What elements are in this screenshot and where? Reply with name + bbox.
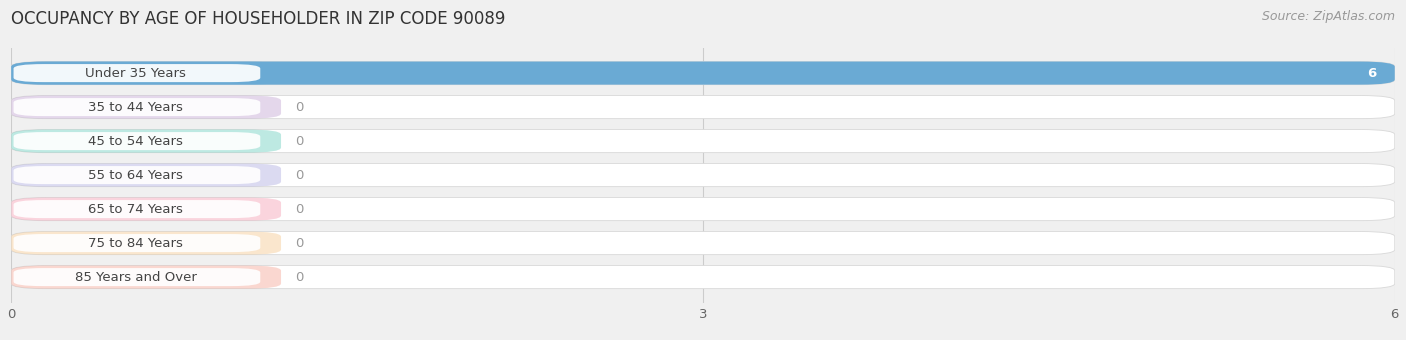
FancyBboxPatch shape: [14, 98, 260, 116]
Text: 0: 0: [295, 203, 304, 216]
FancyBboxPatch shape: [11, 96, 281, 119]
Text: 65 to 74 Years: 65 to 74 Years: [89, 203, 183, 216]
Text: OCCUPANCY BY AGE OF HOUSEHOLDER IN ZIP CODE 90089: OCCUPANCY BY AGE OF HOUSEHOLDER IN ZIP C…: [11, 10, 506, 28]
FancyBboxPatch shape: [11, 232, 281, 255]
Text: 85 Years and Over: 85 Years and Over: [75, 271, 197, 284]
FancyBboxPatch shape: [11, 266, 1395, 289]
Text: 0: 0: [295, 101, 304, 114]
FancyBboxPatch shape: [11, 164, 281, 187]
FancyBboxPatch shape: [11, 198, 1395, 221]
Text: 6: 6: [1367, 67, 1376, 80]
FancyBboxPatch shape: [11, 62, 1395, 85]
FancyBboxPatch shape: [14, 268, 260, 286]
FancyBboxPatch shape: [11, 130, 281, 153]
FancyBboxPatch shape: [11, 130, 1395, 153]
FancyBboxPatch shape: [11, 266, 281, 289]
Text: 55 to 64 Years: 55 to 64 Years: [89, 169, 183, 182]
Text: 0: 0: [295, 237, 304, 250]
Text: 0: 0: [295, 135, 304, 148]
Text: Source: ZipAtlas.com: Source: ZipAtlas.com: [1261, 10, 1395, 23]
Text: 0: 0: [295, 271, 304, 284]
Text: Under 35 Years: Under 35 Years: [86, 67, 186, 80]
Text: 45 to 54 Years: 45 to 54 Years: [89, 135, 183, 148]
Text: 0: 0: [295, 169, 304, 182]
FancyBboxPatch shape: [11, 96, 1395, 119]
Text: 35 to 44 Years: 35 to 44 Years: [89, 101, 183, 114]
FancyBboxPatch shape: [11, 62, 1395, 85]
FancyBboxPatch shape: [14, 64, 260, 82]
Text: 75 to 84 Years: 75 to 84 Years: [89, 237, 183, 250]
FancyBboxPatch shape: [14, 166, 260, 184]
FancyBboxPatch shape: [11, 164, 1395, 187]
FancyBboxPatch shape: [11, 198, 281, 221]
FancyBboxPatch shape: [14, 200, 260, 218]
FancyBboxPatch shape: [14, 132, 260, 150]
FancyBboxPatch shape: [11, 62, 281, 85]
FancyBboxPatch shape: [11, 232, 1395, 255]
FancyBboxPatch shape: [14, 234, 260, 252]
